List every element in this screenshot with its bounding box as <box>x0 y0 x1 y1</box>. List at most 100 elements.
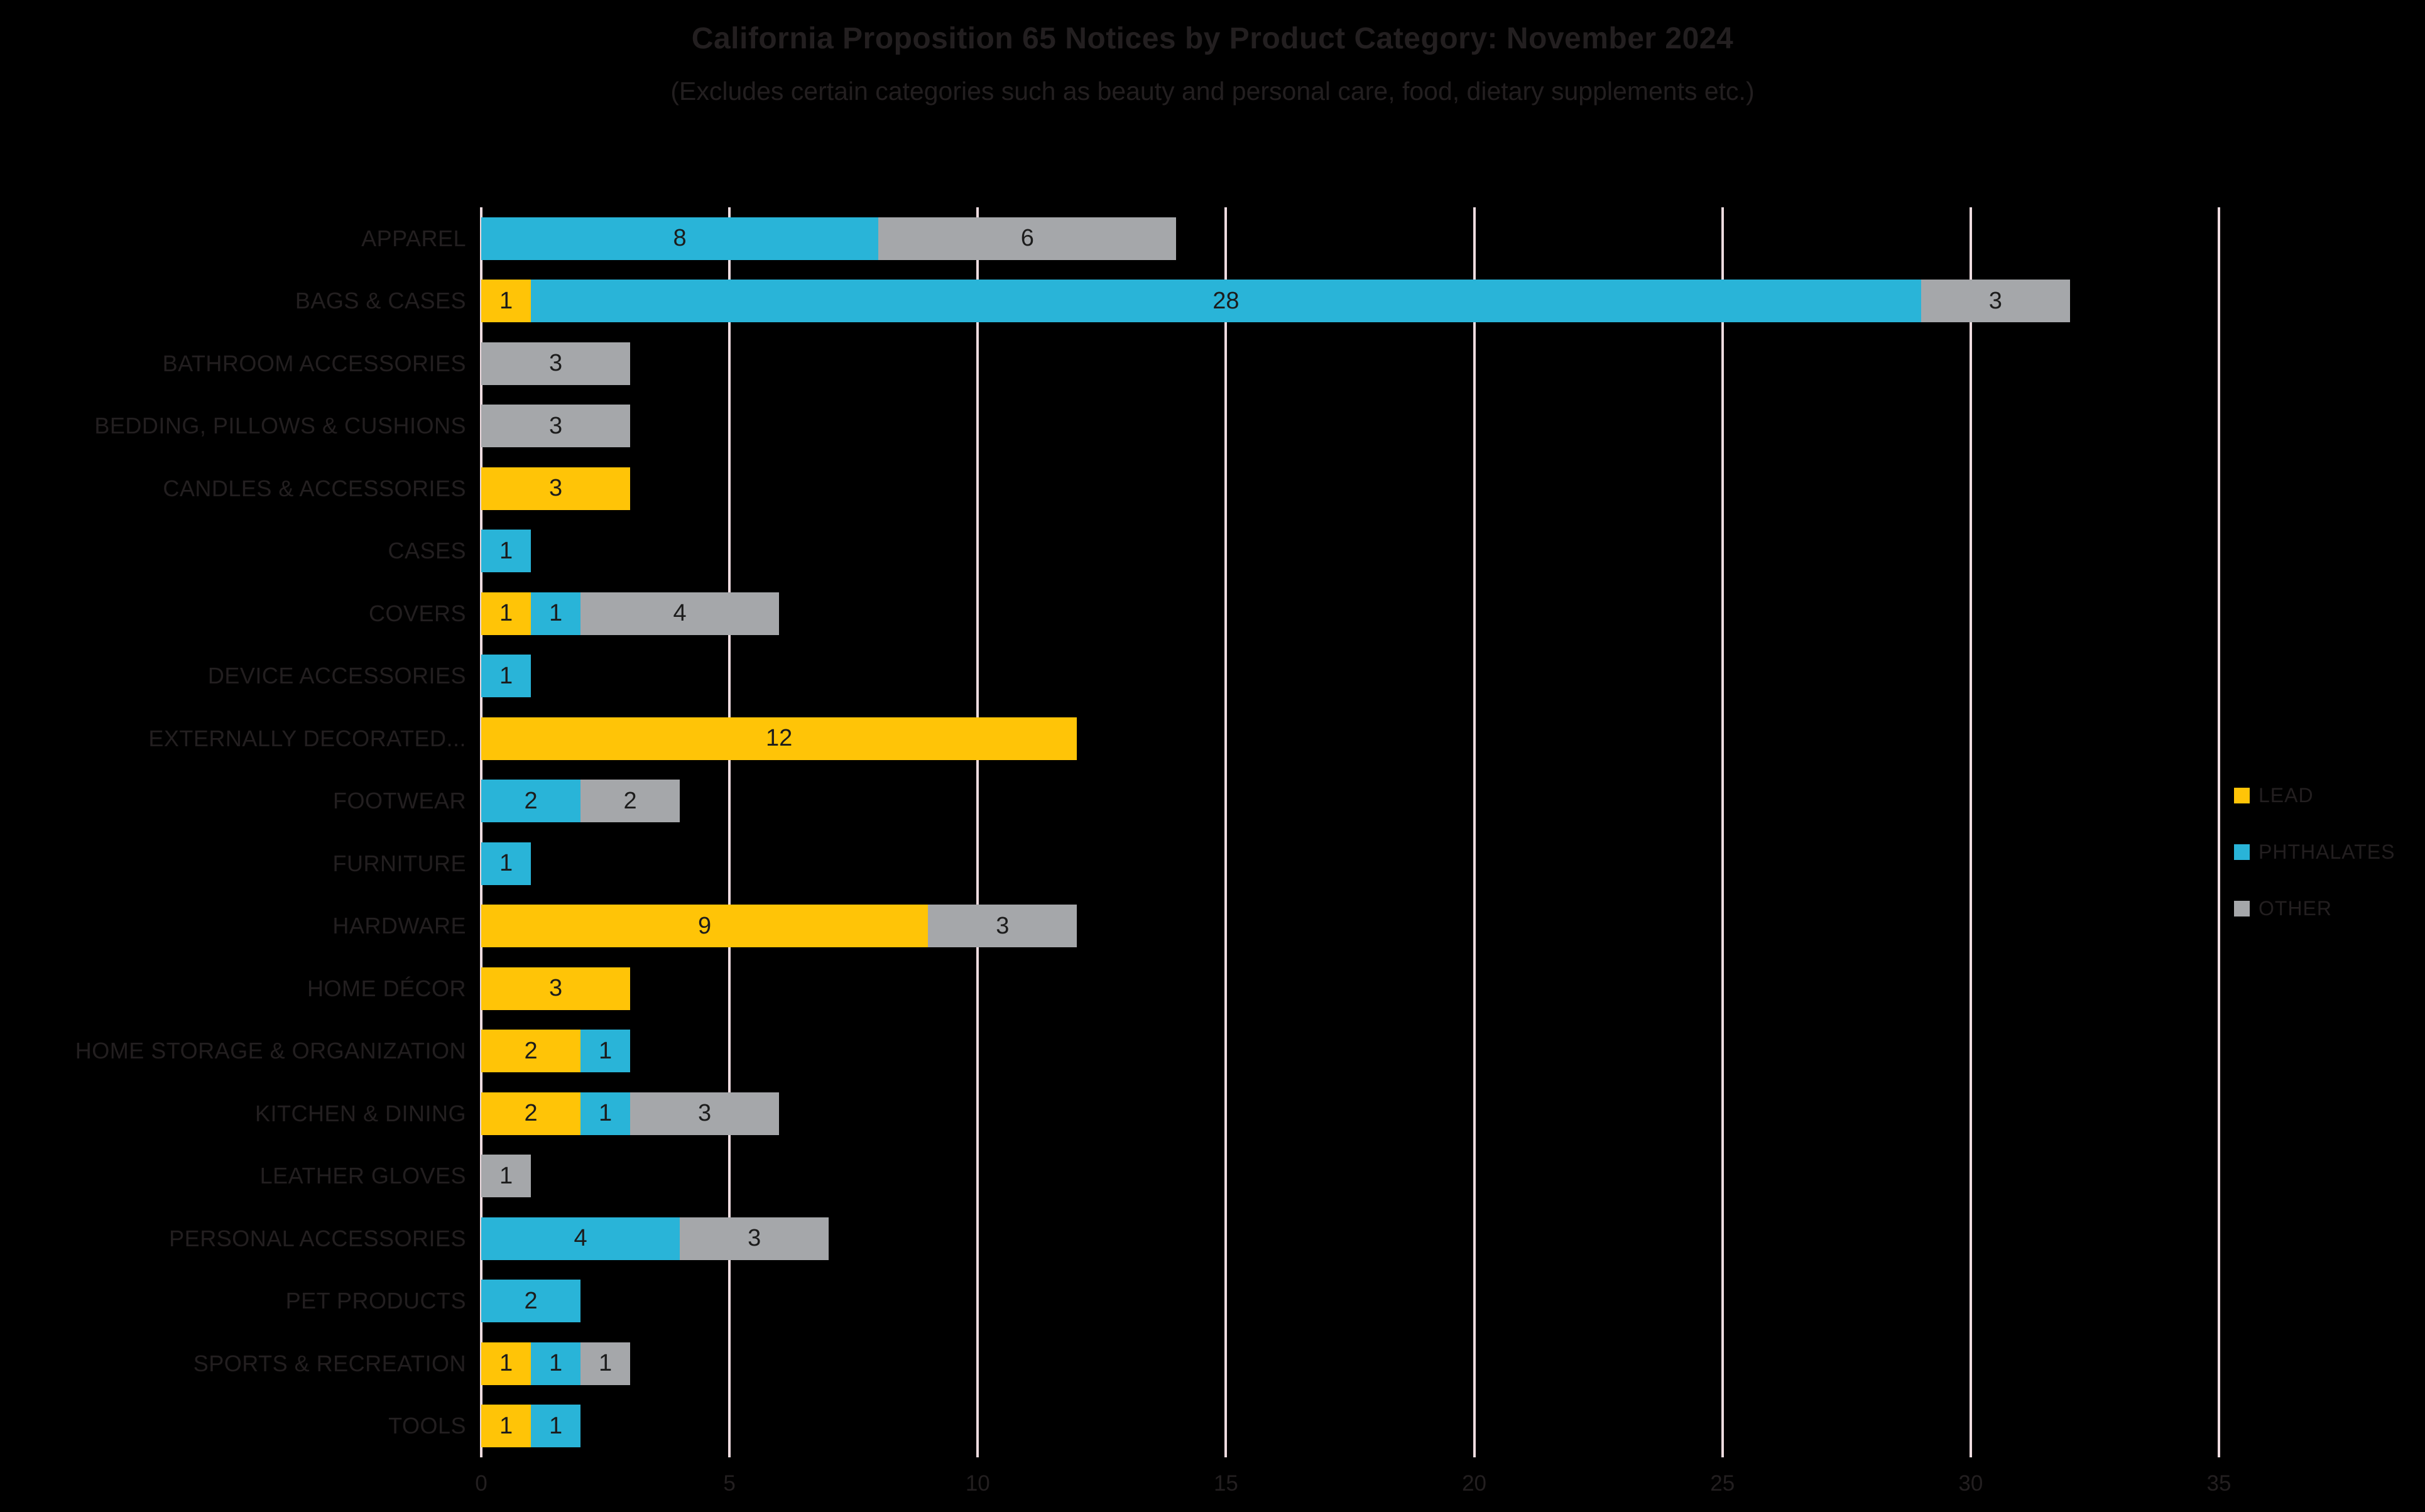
bar-value-label: 8 <box>673 225 687 252</box>
bar-segment-phthalates: 1 <box>481 842 531 885</box>
x-axis: 0 5 10 15 20 25 30 35 <box>475 1457 2231 1508</box>
bar-value-label: 3 <box>1988 287 2002 314</box>
x-tick-label-25: 25 <box>1710 1471 1735 1496</box>
bar-row: HOME DÉCOR 3 <box>307 957 2219 1020</box>
bar-row: CANDLES & ACCESSORIES 3 <box>163 457 2219 520</box>
bar-value-label: 12 <box>766 725 793 752</box>
legend-swatch-other <box>2234 901 2250 916</box>
bar-value-label: 1 <box>499 1412 513 1439</box>
x-tick-label-35: 35 <box>2206 1471 2232 1496</box>
bar-rows: APPAREL 8 6 BAGS & CASES 1 28 3 BATHROOM ACCESS… <box>75 207 2219 1458</box>
bar-value-label: 2 <box>524 1037 538 1064</box>
bar-segment-phthalates: 2 <box>481 1280 581 1323</box>
category-label: SPORTS & RECREATION <box>193 1350 466 1376</box>
bar-row: BAGS & CASES 1 28 3 <box>295 270 2219 333</box>
category-label: COVERS <box>368 600 466 626</box>
bar-segment-other: 3 <box>928 905 1077 948</box>
legend-label-phthalates: PHTHALATES <box>2259 840 2395 863</box>
gridline-30 <box>1969 207 1972 1457</box>
bar-segment-lead: 12 <box>481 717 1077 760</box>
bar-segment-lead: 1 <box>481 592 531 635</box>
bar-row: PET PRODUCTS 2 <box>286 1270 2219 1333</box>
x-tick-label-15: 15 <box>1213 1471 1238 1496</box>
category-label: APPAREL <box>361 225 466 251</box>
bar-segment-other: 1 <box>580 1342 631 1385</box>
bar-value-label: 1 <box>548 600 563 627</box>
category-label: DEVICE ACCESSORIES <box>207 663 466 689</box>
bar-value-label: 1 <box>548 1412 563 1439</box>
bar-value-label: 28 <box>1212 287 1240 314</box>
category-label: PERSONAL ACCESSORIES <box>169 1225 466 1251</box>
x-tick-label-30: 30 <box>1958 1471 1983 1496</box>
bar-value-label: 3 <box>748 1225 761 1252</box>
legend-swatch-phthalates <box>2234 844 2250 860</box>
bar-value-label: 3 <box>548 975 563 1002</box>
bar-row: TOOLS 1 1 <box>388 1395 2219 1458</box>
bar-value-label: 3 <box>548 412 563 439</box>
bar-row: COVERS 1 1 4 <box>369 582 2219 645</box>
gridline-25 <box>1721 207 1724 1457</box>
bar-stack: 2 <box>481 1280 2219 1323</box>
bar-segment-lead: 1 <box>481 280 531 323</box>
bar-segment-phthalates: 1 <box>580 1030 631 1073</box>
bar-segment-lead: 3 <box>481 967 631 1010</box>
category-label: BAGS & CASES <box>295 288 466 314</box>
bar-row: PERSONAL ACCESSORIES 4 3 <box>169 1207 2219 1270</box>
legend: LEAD PHTHALATES OTHER <box>2234 784 2395 920</box>
x-tick-label-10: 10 <box>965 1471 990 1496</box>
bar-segment-phthalates: 1 <box>481 530 531 573</box>
category-label: CASES <box>388 538 466 564</box>
bar-value-label: 1 <box>499 600 513 627</box>
category-label: LEATHER GLOVES <box>259 1163 466 1189</box>
bar-value-label: 2 <box>524 1287 538 1314</box>
legend-item-other: OTHER <box>2234 897 2395 920</box>
bar-row: BATHROOM ACCESSORIES 3 <box>163 332 2219 395</box>
bar-stack: 1 <box>481 1155 2219 1198</box>
bar-value-label: 1 <box>499 287 513 314</box>
bar-value-label: 1 <box>499 537 513 564</box>
bar-value-label: 1 <box>598 1037 613 1064</box>
bar-value-label: 4 <box>673 600 687 627</box>
bar-segment-phthalates: 1 <box>580 1092 631 1135</box>
bar-value-label: 3 <box>996 912 1010 939</box>
chart-subtitle: (Excludes certain categories such as bea… <box>670 77 1755 106</box>
bar-row: HOME STORAGE & ORGANIZATION 2 1 <box>75 1020 2219 1083</box>
bar-row: KITCHEN & DINING 2 1 3 <box>255 1082 2219 1145</box>
bar-value-label: 1 <box>499 1350 513 1377</box>
bar-stack: 3 <box>481 467 2219 510</box>
bar-segment-other: 4 <box>580 592 780 635</box>
bar-row: HARDWARE 9 3 <box>332 895 2219 958</box>
bar-row: FURNITURE 1 <box>333 832 2219 895</box>
bar-segment-lead: 2 <box>481 1030 581 1073</box>
gridline-15 <box>1224 207 1228 1457</box>
category-label: CANDLES & ACCESSORIES <box>163 475 466 501</box>
bar-value-label: 1 <box>499 1162 513 1189</box>
bar-value-label: 9 <box>698 912 712 939</box>
bar-stack: 3 <box>481 405 2219 448</box>
bar-segment-lead: 9 <box>481 905 929 948</box>
bar-value-label: 1 <box>598 1350 613 1377</box>
x-tick-label-5: 5 <box>723 1471 736 1496</box>
bar-value-label: 2 <box>524 787 538 814</box>
bar-value-label: 1 <box>499 662 513 689</box>
category-label: PET PRODUCTS <box>285 1288 466 1314</box>
bar-stack: 1 <box>481 842 2219 885</box>
category-label: EXTERNALLY DECORATED... <box>148 725 466 751</box>
bar-stack: 1 1 4 <box>481 592 2219 635</box>
chart-title: California Proposition 65 Notices by Pro… <box>691 22 1734 55</box>
bar-segment-phthalates: 1 <box>531 1405 581 1448</box>
gridline-35 <box>2218 207 2220 1457</box>
bar-segment-other: 3 <box>481 405 631 448</box>
bar-row: DEVICE ACCESSORIES 1 <box>208 645 2219 708</box>
category-label: HOME STORAGE & ORGANIZATION <box>75 1038 466 1064</box>
category-label: BEDDING, PILLOWS & CUSHIONS <box>94 413 466 439</box>
bar-segment-lead: 1 <box>481 1405 531 1448</box>
bar-stack: 12 <box>481 717 2219 760</box>
category-label: KITCHEN & DINING <box>254 1100 466 1126</box>
bar-segment-lead: 1 <box>481 1342 531 1385</box>
